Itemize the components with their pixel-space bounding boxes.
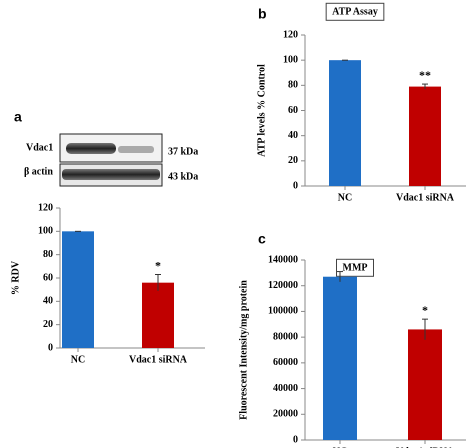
y-tick-label: 60000	[273, 357, 298, 368]
y-tick-label: 100	[38, 226, 53, 237]
y-tick-label: 120	[38, 202, 53, 213]
blot-size: 37 kDa	[168, 146, 198, 157]
significance-mark: *	[422, 303, 428, 317]
title-box	[336, 258, 374, 277]
y-tick-label: 80	[43, 249, 53, 260]
panel-label: b	[258, 6, 267, 22]
chart-title: ATP Assay	[332, 6, 378, 17]
blot-size: 43 kDa	[168, 171, 198, 182]
blot-label: β actin	[24, 166, 53, 177]
blot-label: Vdac1	[26, 142, 53, 153]
panel-label: a	[14, 109, 22, 125]
y-tick-label: 40	[43, 296, 53, 307]
blot: a Vdac1 37 kDa β actin 43 kDa	[14, 109, 198, 187]
y-tick-label: 0	[293, 180, 298, 191]
significance-mark: **	[419, 68, 431, 82]
y-axis-label: ATP levels % Control	[256, 64, 267, 157]
y-tick-label: 40	[288, 130, 298, 141]
x-tick-label: NC	[338, 192, 352, 203]
y-tick-label: 40000	[273, 383, 298, 394]
bar	[323, 276, 357, 440]
bar	[62, 231, 94, 348]
bar	[409, 86, 441, 186]
y-tick-label: 20000	[273, 409, 298, 420]
y-tick-label: 0	[48, 342, 53, 353]
bar	[408, 329, 442, 440]
y-axis-label: Fluorescent Intensity/mg protein	[238, 280, 249, 420]
chart-title: MMP	[343, 262, 368, 273]
y-tick-label: 20	[43, 319, 53, 330]
x-tick-label: NC	[333, 446, 347, 448]
x-tick-label: NC	[71, 354, 85, 365]
x-tick-label: Vdac1 siRNA	[396, 192, 455, 203]
y-tick-label: 100	[283, 54, 298, 65]
panel-label: c	[258, 231, 266, 247]
y-tick-label: 120	[283, 29, 298, 40]
y-tick-label: 20	[288, 155, 298, 166]
y-tick-label: 120000	[268, 280, 298, 291]
y-tick-label: 140000	[268, 254, 298, 265]
x-tick-label: Vdac1 siRNA	[396, 446, 455, 448]
y-axis-label: % RDV	[10, 260, 21, 295]
y-tick-label: 60	[43, 272, 53, 283]
y-tick-label: 0	[293, 434, 298, 445]
significance-mark: *	[155, 258, 161, 272]
title-box	[325, 2, 385, 21]
blot-band	[62, 169, 160, 180]
blot-band	[66, 143, 116, 154]
bar	[329, 60, 361, 186]
y-tick-label: 80	[288, 80, 298, 91]
y-tick-label: 100000	[268, 306, 298, 317]
blot-band	[118, 146, 154, 153]
y-tick-label: 80000	[273, 331, 298, 342]
y-tick-label: 60	[288, 105, 298, 116]
x-tick-label: Vdac1 siRNA	[129, 354, 188, 365]
bar	[142, 282, 174, 348]
